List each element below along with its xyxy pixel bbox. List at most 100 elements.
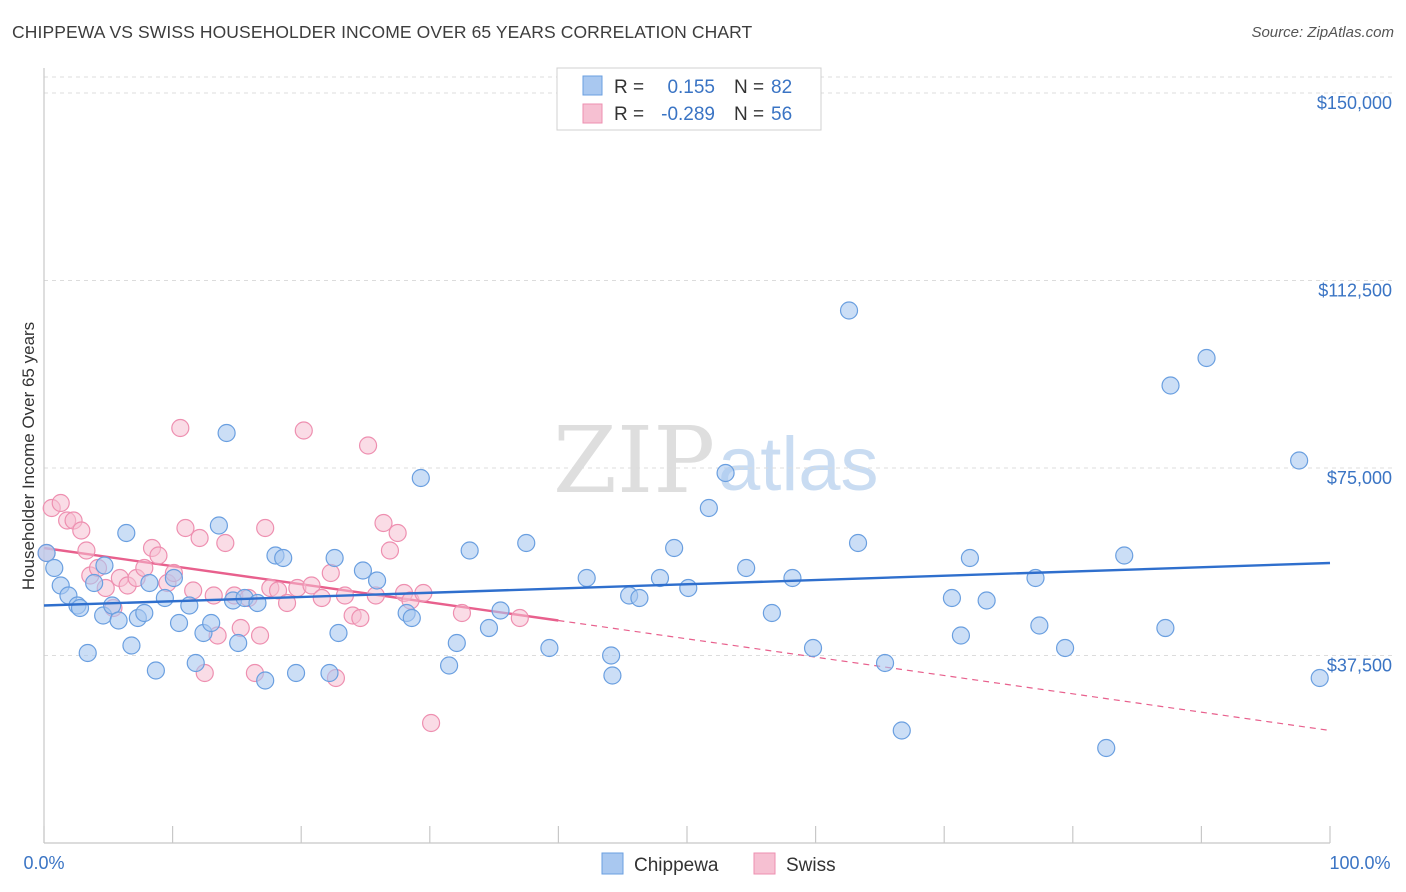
chippewa-point: [109, 611, 128, 630]
chippewa-point: [892, 721, 911, 740]
chippewa-point: [540, 638, 559, 658]
legend-n-label-swiss: N =: [734, 104, 764, 125]
y-tick-label: $75,000: [1327, 468, 1392, 488]
chippewa-point: [320, 663, 339, 683]
chippewa-point: [848, 533, 868, 553]
swiss-point: [51, 493, 70, 513]
chippewa-point: [875, 653, 895, 673]
chippewa-point: [286, 663, 306, 683]
swiss-point: [388, 523, 407, 543]
chippewa-point: [447, 633, 466, 653]
chippewa-point: [942, 588, 962, 608]
chippewa-point: [140, 573, 159, 593]
chippewa-point: [256, 671, 275, 690]
correlation-legend: R = 0.155 N = 82 R = -0.289 N = 56: [556, 67, 822, 131]
chippewa-point: [411, 468, 430, 488]
chippewa-point: [602, 646, 621, 665]
y-tick-labels: $37,500 $75,000 $112,500 $150,000: [1317, 93, 1392, 676]
chippewa-point: [45, 558, 64, 578]
chippewa-point: [402, 608, 421, 628]
legend-swatch-chippewa: [582, 75, 603, 96]
swiss-point: [374, 513, 393, 533]
swiss-point: [268, 581, 288, 600]
source-credit: Source: ZipAtlas.com: [1251, 24, 1394, 41]
legend-r-label-chippewa: R =: [614, 77, 644, 98]
chippewa-point: [202, 613, 221, 633]
swiss-point: [231, 618, 250, 638]
swiss-point: [452, 603, 472, 623]
swiss-point: [421, 713, 441, 733]
chippewa-point: [1290, 451, 1309, 470]
swiss-point: [77, 541, 96, 560]
y-axis-label: Householder Income Over 65 years: [19, 322, 38, 590]
chippewa-point: [95, 556, 114, 575]
x-tick-label-min: 0.0%: [23, 853, 64, 873]
legend-r-label-swiss: R =: [614, 104, 644, 125]
swiss-point: [358, 436, 378, 455]
chippewa-point: [353, 561, 373, 580]
swiss-point: [149, 546, 168, 565]
swiss-point: [184, 581, 203, 600]
chippewa-point: [155, 588, 174, 608]
series-legend-label-chippewa: Chippewa: [634, 855, 719, 876]
chippewa-point: [737, 558, 756, 578]
swiss-point: [204, 586, 223, 605]
x-tick-marks: [43, 826, 1331, 843]
chart-title: CHIPPEWA VS SWISS HOUSEHOLDER INCOME OVE…: [12, 22, 753, 42]
legend-n-value-swiss: 56: [771, 104, 792, 125]
chippewa-point: [209, 516, 228, 535]
chippewa-point: [803, 638, 823, 658]
chippewa-point: [1097, 738, 1116, 758]
chippewa-point: [329, 623, 348, 643]
watermark-atlas: atlas: [718, 422, 879, 507]
watermark-zip: ZIP: [553, 407, 715, 514]
legend-r-value-swiss: -0.289: [661, 104, 715, 125]
chippewa-point: [135, 603, 154, 623]
swiss-point: [250, 626, 270, 645]
series-legend-swatch-swiss: [753, 852, 776, 875]
chippewa-point: [122, 636, 141, 655]
chippewa-point: [665, 538, 684, 558]
legend-swatch-swiss: [582, 103, 603, 124]
chippewa-point: [762, 603, 781, 623]
swiss-point: [302, 576, 321, 595]
chippewa-point: [960, 548, 980, 568]
chippewa-point: [679, 578, 698, 598]
chippewa-point: [325, 548, 344, 568]
chippewa-point: [1055, 638, 1075, 658]
chippewa-point: [85, 573, 104, 593]
chippewa-point: [78, 643, 97, 663]
chippewa-point: [1197, 348, 1216, 368]
chippewa-point: [146, 661, 165, 680]
chippewa-trend-line: [43, 561, 1331, 607]
chippewa-point: [951, 626, 971, 645]
chippewa-point: [1115, 546, 1134, 565]
swiss-point: [351, 608, 370, 628]
chippewa-point: [783, 568, 802, 588]
chippewa-point: [164, 568, 183, 588]
chippewa-trend-solid: [43, 561, 1331, 607]
chippewa-point: [1156, 618, 1175, 638]
chippewa-point: [103, 596, 122, 615]
chippewa-point: [491, 601, 510, 620]
chippewa-point: [577, 568, 596, 588]
watermark: ZIP atlas: [553, 407, 879, 514]
chippewa-point: [630, 588, 649, 608]
chippewa-point: [1310, 668, 1329, 688]
swiss-point: [380, 541, 400, 560]
swiss-point: [256, 518, 275, 538]
swiss-trend-dashed: [558, 619, 1331, 732]
chippewa-points: [37, 301, 1329, 758]
chippewa-point: [37, 543, 56, 563]
chippewa-point: [839, 301, 859, 320]
x-tick-label-max: 100.0%: [1329, 853, 1390, 873]
chippewa-point: [517, 533, 536, 553]
chippewa-point: [650, 568, 670, 588]
chippewa-point: [1030, 616, 1049, 635]
swiss-point: [171, 418, 190, 438]
swiss-point: [510, 608, 529, 628]
chippewa-point: [977, 591, 996, 610]
swiss-point: [72, 521, 91, 540]
legend-n-label-chippewa: N =: [734, 77, 764, 98]
